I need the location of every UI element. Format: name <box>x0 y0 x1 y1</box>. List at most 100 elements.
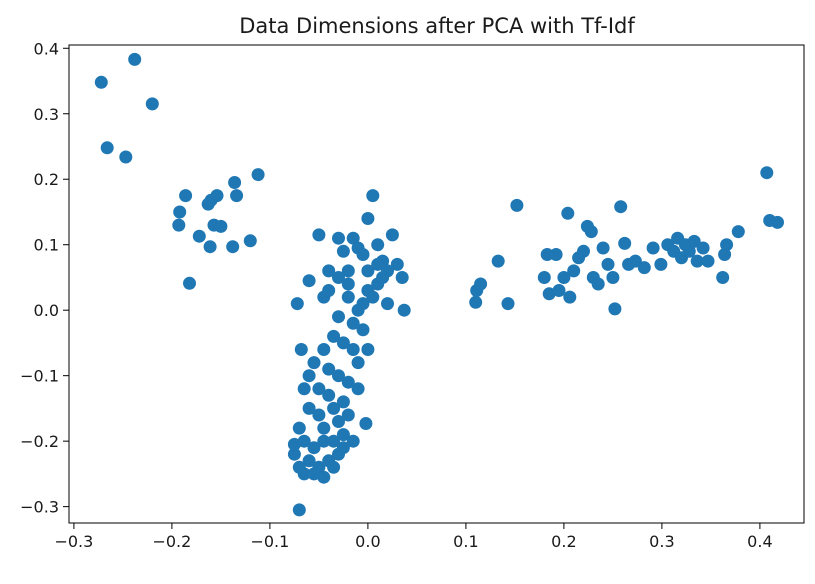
x-tick-label: −0.3 <box>54 532 93 551</box>
data-point <box>145 97 159 111</box>
y-tick-label: −0.3 <box>20 498 59 517</box>
data-point <box>341 375 355 389</box>
data-point <box>561 206 575 220</box>
data-point <box>397 303 411 317</box>
data-point <box>537 271 551 284</box>
data-point <box>552 284 566 297</box>
x-tick-label: 0.0 <box>355 532 380 551</box>
data-point <box>361 343 375 356</box>
data-point <box>327 329 341 343</box>
data-point <box>376 271 390 284</box>
data-point <box>336 428 350 442</box>
y-tick-label: 0.1 <box>34 236 59 255</box>
data-point <box>563 290 577 304</box>
chart-title: Data Dimensions after PCA with Tf-Idf <box>239 14 635 38</box>
data-point <box>307 441 321 455</box>
data-point <box>172 218 186 232</box>
data-point <box>287 447 301 461</box>
data-point <box>366 189 380 203</box>
x-axis-ticks: −0.3 −0.2 −0.1 0.0 0.1 0.2 0.3 0.4 <box>54 523 773 551</box>
data-point <box>718 248 732 261</box>
data-point <box>179 189 193 203</box>
data-point <box>228 176 242 189</box>
data-point <box>230 189 244 203</box>
data-point <box>292 421 306 435</box>
data-point <box>341 408 355 422</box>
y-tick-label: 0.0 <box>34 301 59 320</box>
data-point <box>302 401 316 415</box>
data-point <box>577 244 590 258</box>
data-point <box>332 231 345 245</box>
data-point <box>596 241 610 255</box>
data-point <box>336 244 350 258</box>
data-point <box>771 215 784 229</box>
data-point <box>297 467 311 481</box>
data-point <box>608 302 622 316</box>
x-tick-label: 0.2 <box>551 532 576 551</box>
data-point <box>94 75 108 89</box>
data-point <box>336 395 350 409</box>
data-point <box>366 290 380 304</box>
data-point <box>687 234 701 248</box>
data-point <box>390 257 404 271</box>
data-point <box>618 236 632 250</box>
data-point <box>226 240 240 254</box>
data-point <box>601 257 615 271</box>
data-point <box>395 271 409 284</box>
data-point <box>682 244 696 258</box>
data-point <box>294 343 308 356</box>
y-tick-label: −0.1 <box>20 367 59 386</box>
data-point <box>341 290 355 304</box>
data-point <box>317 470 331 484</box>
data-point <box>336 441 350 455</box>
data-point <box>128 52 142 66</box>
data-point <box>317 421 331 435</box>
data-point <box>346 231 360 245</box>
x-tick-label: 0.1 <box>453 532 478 551</box>
x-tick-label: 0.4 <box>747 532 772 551</box>
data-point <box>557 271 571 284</box>
data-point <box>540 248 554 261</box>
data-point <box>292 503 306 517</box>
data-point <box>361 264 375 278</box>
data-point <box>510 198 524 212</box>
x-tick-label: −0.2 <box>152 532 191 551</box>
data-point <box>690 254 704 268</box>
data-point <box>297 382 311 396</box>
data-point <box>287 437 301 451</box>
data-point <box>491 254 505 268</box>
data-point <box>327 434 341 448</box>
axes-frame <box>68 44 805 524</box>
data-point <box>332 271 345 284</box>
data-point <box>356 323 370 337</box>
data-points <box>94 52 784 517</box>
data-point <box>327 401 341 415</box>
data-point <box>312 382 326 396</box>
data-point <box>302 454 316 468</box>
data-point <box>542 287 556 301</box>
data-point <box>192 229 206 243</box>
data-point <box>346 316 360 330</box>
data-point <box>501 297 515 311</box>
data-point <box>317 434 331 448</box>
data-point <box>183 276 196 290</box>
data-point <box>385 228 399 242</box>
data-point <box>606 271 620 284</box>
data-point <box>701 254 715 268</box>
data-point <box>336 336 350 350</box>
data-point <box>214 219 228 233</box>
y-axis-ticks: 0.4 0.3 0.2 0.1 0.0 −0.1 −0.2 −0.3 <box>20 39 69 517</box>
data-point <box>100 141 114 155</box>
data-point <box>696 241 710 255</box>
y-tick-label: −0.2 <box>20 432 59 451</box>
data-point <box>119 150 133 164</box>
data-point <box>341 264 355 278</box>
data-point <box>312 408 326 422</box>
data-point <box>322 264 336 278</box>
data-point <box>356 297 370 311</box>
data-point <box>731 225 745 239</box>
data-point <box>760 166 774 180</box>
data-point <box>341 277 355 291</box>
data-point <box>591 277 605 291</box>
x-tick-label: −0.1 <box>250 532 289 551</box>
